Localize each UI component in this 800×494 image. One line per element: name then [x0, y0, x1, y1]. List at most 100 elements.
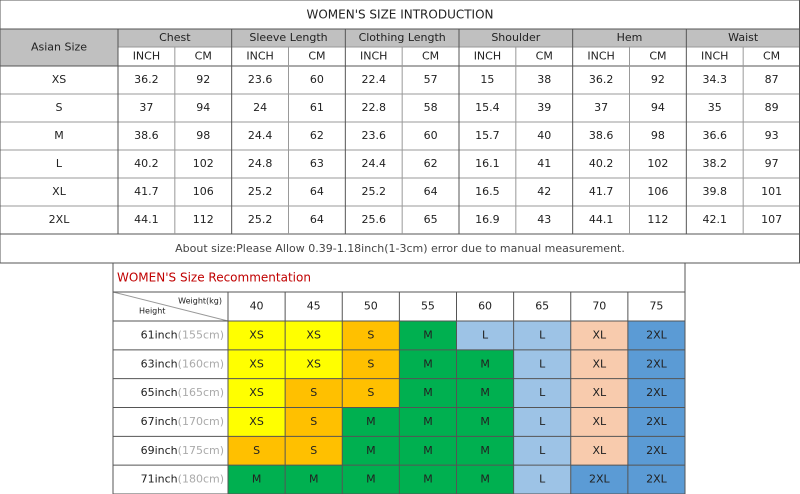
size-cell: M	[54, 129, 64, 142]
size-cell-bg	[627, 321, 685, 350]
height-label: 71inch(180cm)	[141, 473, 224, 486]
size-cell: XL	[592, 444, 607, 457]
weight-header: 70	[592, 300, 606, 313]
size-cell-bg	[627, 436, 685, 466]
size-cell: XS	[249, 328, 264, 341]
size-cell: L	[539, 473, 546, 486]
height-label: 61inch(155cm)	[141, 328, 224, 341]
size-cell-bg	[285, 436, 343, 466]
group-header: Hem	[617, 31, 643, 44]
size-cell-bg	[285, 349, 343, 379]
height-label: 63inch(160cm)	[141, 357, 224, 370]
size-cell: L	[539, 415, 546, 428]
size-cell: S	[310, 415, 317, 428]
weight-header: 45	[307, 300, 321, 313]
size-cell: 2XL	[646, 357, 668, 370]
value-cell: 16.5	[475, 185, 500, 198]
value-cell: 107	[761, 213, 782, 226]
size-cell-bg	[228, 465, 286, 494]
value-cell: 64	[310, 213, 324, 226]
value-cell: 64	[424, 185, 438, 198]
size-cell: M	[423, 415, 433, 428]
value-cell: 24	[253, 101, 267, 114]
size-cell-bg	[570, 465, 628, 494]
value-cell: 34.3	[703, 73, 728, 86]
size-cell: 2XL	[589, 473, 611, 486]
size-cell-bg	[342, 407, 400, 437]
height-inch: 65inch	[141, 386, 178, 399]
table-title: WOMEN'S SIZE INTRODUCTION	[306, 8, 493, 22]
size-cell: XS	[306, 357, 321, 370]
unit-header: INCH	[360, 50, 387, 63]
size-cell-bg	[456, 321, 514, 350]
size-cell: 2XL	[646, 328, 668, 341]
value-cell: 15.7	[475, 129, 500, 142]
height-label: 65inch(165cm)	[141, 386, 224, 399]
value-cell: 38	[537, 73, 551, 86]
weight-header: 65	[535, 300, 549, 313]
note: About size:Please Allow 0.39-1.18inch(1-…	[175, 242, 625, 255]
size-cell-bg	[399, 321, 457, 350]
size-cell-bg	[570, 321, 628, 350]
value-cell: 57	[424, 73, 438, 86]
size-cell: L	[539, 386, 546, 399]
value-cell: 37	[139, 101, 153, 114]
value-cell: 36.2	[134, 73, 159, 86]
weight-header: 55	[421, 300, 435, 313]
size-cell: 2XL	[646, 386, 668, 399]
unit-header: INCH	[701, 50, 728, 63]
size-cell-bg	[399, 407, 457, 437]
size-cell: M	[252, 473, 262, 486]
value-cell: 92	[196, 73, 210, 86]
size-cell: S	[367, 386, 374, 399]
value-cell: 98	[196, 129, 210, 142]
size-cell-bg	[456, 436, 514, 466]
size-cell: XL	[592, 357, 607, 370]
unit-header: CM	[763, 50, 780, 63]
height-cm: (160cm)	[178, 357, 224, 370]
value-cell: 15	[480, 73, 494, 86]
unit-header: CM	[649, 50, 666, 63]
size-cell: XL	[592, 328, 607, 341]
size-cell: XS	[249, 415, 264, 428]
size-cell: M	[423, 473, 433, 486]
value-cell: 40.2	[134, 157, 159, 170]
value-cell: 93	[765, 129, 779, 142]
value-cell: 62	[424, 157, 438, 170]
value-cell: 41.7	[589, 185, 614, 198]
group-header: Sleeve Length	[249, 31, 327, 44]
height-label: 67inch(170cm)	[141, 415, 224, 428]
value-cell: 39.8	[703, 185, 728, 198]
value-cell: 89	[765, 101, 779, 114]
height-inch: 71inch	[141, 473, 178, 486]
size-cell: M	[366, 473, 376, 486]
unit-header: INCH	[246, 50, 273, 63]
group-header: Chest	[159, 31, 191, 44]
size-cell: S	[56, 101, 63, 114]
group-header: Clothing Length	[359, 31, 446, 44]
value-cell: 98	[651, 129, 665, 142]
value-cell: 106	[193, 185, 214, 198]
value-cell: 60	[310, 73, 324, 86]
size-cell-bg	[456, 407, 514, 437]
value-cell: 64	[310, 185, 324, 198]
size-cell-bg	[456, 378, 514, 408]
header-bg	[0, 29, 800, 47]
size-cell-bg	[627, 407, 685, 437]
value-cell: 60	[424, 129, 438, 142]
height-inch: 63inch	[141, 357, 178, 370]
value-cell: 25.2	[248, 213, 273, 226]
value-cell: 94	[651, 101, 665, 114]
value-cell: 25.6	[362, 213, 387, 226]
unit-header: CM	[422, 50, 439, 63]
size-cell: S	[253, 444, 260, 457]
size-cell: XS	[52, 73, 67, 86]
size-cell: XS	[249, 386, 264, 399]
size-cell-bg	[513, 436, 571, 466]
value-cell: 94	[196, 101, 210, 114]
size-cell: 2XL	[646, 473, 668, 486]
unit-header: INCH	[133, 50, 160, 63]
size-cell-bg	[285, 378, 343, 408]
value-cell: 24.8	[248, 157, 273, 170]
height-corner: Height	[139, 307, 165, 316]
